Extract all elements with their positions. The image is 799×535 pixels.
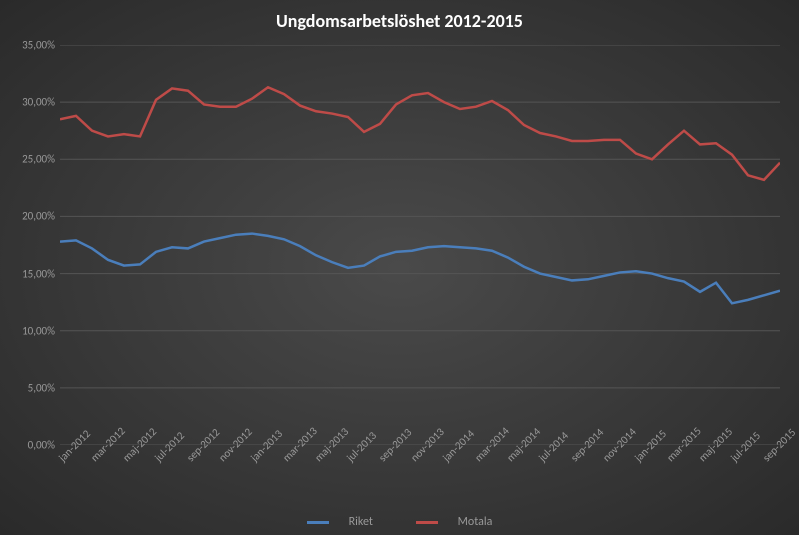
plot-svg xyxy=(60,45,780,445)
y-tick-label: 0,00% xyxy=(28,439,55,452)
series-motala xyxy=(60,87,780,180)
line-chart: Ungdomsarbetslöshet 2012-2015 0,00% 5,00%… xyxy=(0,0,799,535)
y-tick-label: 20,00% xyxy=(22,210,55,223)
chart-title: Ungdomsarbetslöshet 2012-2015 xyxy=(0,10,799,32)
y-tick-label: 30,00% xyxy=(22,96,55,109)
y-tick-label: 35,00% xyxy=(22,39,55,52)
legend: Riket Motala xyxy=(0,515,799,529)
y-tick-label: 25,00% xyxy=(22,153,55,166)
y-tick-label: 10,00% xyxy=(22,324,55,337)
y-tick-label: 5,00% xyxy=(28,381,55,394)
legend-item-riket: Riket xyxy=(297,515,383,529)
plot-area xyxy=(60,45,780,445)
y-tick-label: 15,00% xyxy=(22,267,55,280)
legend-item-motala: Motala xyxy=(406,515,503,529)
series-riket xyxy=(60,234,780,304)
